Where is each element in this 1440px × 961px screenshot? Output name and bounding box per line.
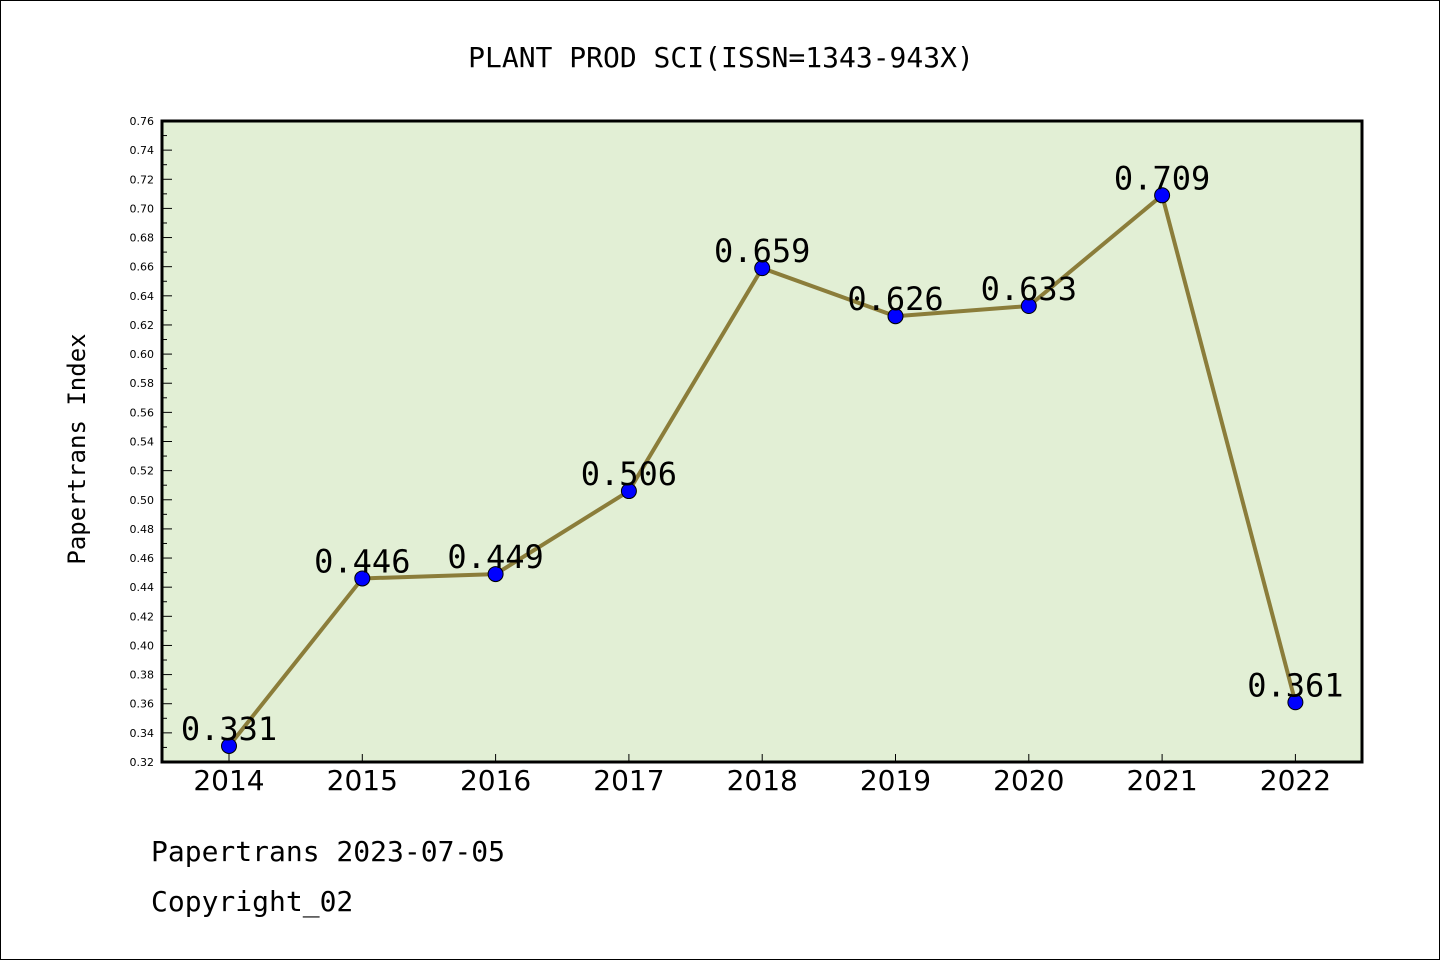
data-label: 0.361 [1247, 666, 1343, 704]
plot-area [160, 119, 1364, 764]
data-point [754, 260, 771, 277]
data-point [620, 483, 637, 500]
data-point [221, 737, 237, 754]
y-tick-label: 0.44 [130, 581, 155, 594]
data-label: 0.506 [581, 455, 677, 493]
data-label: 0.331 [181, 710, 277, 748]
data-label: 0.659 [714, 232, 810, 270]
data-label: 0.449 [447, 538, 543, 576]
y-tick-label: 0.32 [130, 756, 155, 769]
x-tick-label: 2022 [1260, 764, 1331, 797]
footer-date: Papertrans 2023-07-05 [151, 835, 506, 868]
data-point [487, 566, 504, 583]
x-tick-label: 2018 [727, 764, 798, 797]
y-tick-label: 0.48 [130, 523, 155, 536]
y-tick-label: 0.64 [130, 290, 155, 303]
y-tick-label: 0.72 [130, 173, 155, 186]
x-tick-label: 2021 [1126, 764, 1197, 797]
y-tick-label: 0.74 [130, 144, 155, 157]
y-tick-label: 0.66 [130, 261, 155, 274]
y-tick-label: 0.50 [130, 494, 155, 507]
data-labels: 0.331 0.446 0.449 0.506 0.659 0.626 0.633 0.709… [181, 159, 1344, 748]
y-tick-label: 0.42 [130, 610, 155, 623]
y-tick-label: 0.56 [130, 406, 155, 419]
data-point [1287, 694, 1304, 711]
data-markers [221, 187, 1304, 754]
data-label: 0.626 [847, 280, 943, 318]
y-tick-label: 0.58 [130, 377, 155, 390]
y-tick-label: 0.54 [130, 436, 155, 449]
x-axis: 2014 2015 2016 2017 2018 2019 2020 2021 2022 [193, 754, 1331, 797]
y-tick-label: 0.76 [130, 115, 155, 128]
y-tick-label: 0.60 [130, 348, 155, 361]
x-tick-label: 2020 [993, 764, 1064, 797]
y-tick-label: 0.52 [130, 465, 155, 478]
x-tick-label: 2019 [860, 764, 931, 797]
chart-title: PLANT PROD SCI(ISSN=1343-943X) [468, 41, 974, 74]
y-tick-label: 0.62 [130, 319, 155, 332]
y-tick-label: 0.34 [130, 727, 155, 740]
data-point [1020, 298, 1037, 315]
y-tick-label: 0.40 [130, 639, 155, 652]
data-point [887, 308, 904, 325]
x-tick-label: 2017 [593, 764, 664, 797]
data-label: 0.709 [1114, 159, 1210, 197]
y-tick-label: 0.70 [130, 202, 155, 215]
y-axis: 0.32 0.34 0.36 0.38 0.40 0.42 0.44 0.46 0.48 0.50… [130, 115, 172, 769]
data-point [354, 570, 371, 587]
y-tick-label: 0.38 [130, 669, 155, 682]
x-tick-label: 2014 [193, 764, 264, 797]
y-tick-label: 0.36 [130, 698, 155, 711]
y-tick-label: 0.46 [130, 552, 155, 565]
data-label: 0.446 [314, 542, 410, 580]
data-label: 0.633 [981, 270, 1077, 308]
data-point [1154, 187, 1171, 204]
footer-copyright: Copyright_02 [151, 885, 354, 918]
x-tick-label: 2016 [460, 764, 531, 797]
x-tick-label: 2015 [327, 764, 398, 797]
y-tick-label: 0.68 [130, 232, 155, 245]
y-axis-label: Papertrans Index [63, 333, 91, 564]
